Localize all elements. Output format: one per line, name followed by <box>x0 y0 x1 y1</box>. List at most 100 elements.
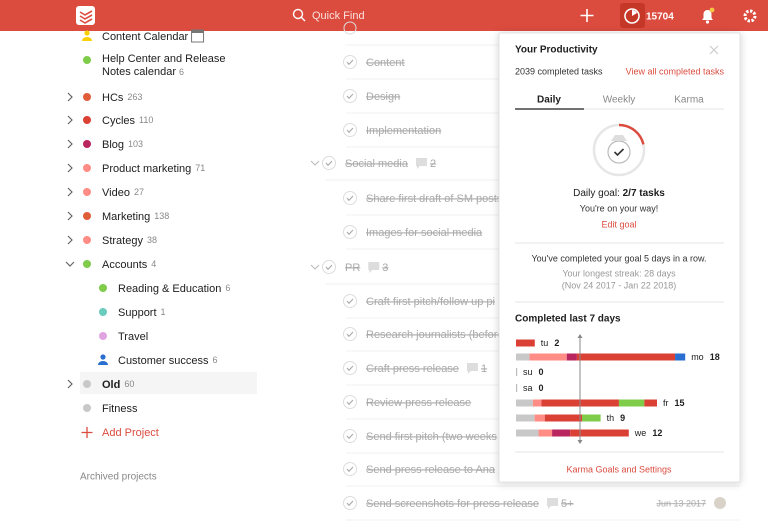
task-text[interactable]: Implementation <box>366 125 441 137</box>
project-name[interactable]: Strategy <box>102 235 143 247</box>
settings[interactable] <box>743 9 757 23</box>
task-text[interactable]: Craft first pitch/follow up pi <box>366 296 495 308</box>
task-text[interactable]: Social media <box>345 158 409 170</box>
task-check[interactable] <box>343 462 357 476</box>
project-item[interactable]: Reading & Education 6 <box>118 283 230 295</box>
task-check[interactable] <box>343 225 357 239</box>
project-item[interactable]: Content Calendar41 <box>102 31 202 43</box>
day-label: tu <box>541 338 549 348</box>
task-text[interactable]: Send press release to Ana <box>366 464 496 476</box>
bar-segment <box>516 399 533 407</box>
project-count: 4 <box>151 259 156 269</box>
project-name[interactable]: Reading & Education <box>118 283 221 295</box>
collapse-chevron[interactable] <box>310 160 320 166</box>
expand-chevron[interactable] <box>67 115 73 125</box>
expand-chevron[interactable] <box>67 139 73 149</box>
edit-goal[interactable]: Edit goal <box>601 219 636 229</box>
task-check[interactable] <box>343 55 357 69</box>
project-name[interactable]: Support <box>118 307 157 319</box>
project-name[interactable]: Product marketing <box>102 163 191 175</box>
karma-icon[interactable] <box>624 8 640 24</box>
task-text[interactable]: Review press release <box>366 397 471 409</box>
expand-chevron[interactable] <box>67 187 73 197</box>
project-item[interactable]: Travel <box>118 331 148 343</box>
encouragement: You're on your way! <box>580 203 658 213</box>
task-text[interactable]: Research journalists (before <box>366 329 504 341</box>
bar-segment <box>516 414 535 422</box>
expand-chevron[interactable] <box>67 211 73 221</box>
karma-settings-link[interactable]: Karma Goals and Settings <box>566 464 672 474</box>
expand-chevron[interactable] <box>67 379 73 389</box>
task-text[interactable]: Share first draft of SM posts <box>366 193 503 205</box>
task-check[interactable] <box>343 496 357 510</box>
task-check[interactable] <box>322 260 336 274</box>
tab[interactable]: Daily <box>537 95 561 106</box>
project-name[interactable]: HCs <box>102 92 124 104</box>
task-check[interactable] <box>343 395 357 409</box>
bar-label: th 9 <box>607 413 626 423</box>
collapse-chevron[interactable] <box>65 261 75 267</box>
project-name[interactable]: Fitness <box>102 403 138 415</box>
project-item[interactable]: Customer success 6 <box>118 355 218 367</box>
task-text[interactable]: PR <box>345 262 360 274</box>
project-item[interactable]: Video 27 <box>102 187 144 199</box>
add-project-icon[interactable] <box>81 427 93 438</box>
task-text[interactable]: Send first pitch (two weeks <box>366 431 497 443</box>
project-color <box>83 140 91 148</box>
project-name[interactable]: Help Center and Release Notes calendar 6 <box>102 53 234 79</box>
project-name[interactable]: Accounts <box>102 259 148 271</box>
expand-chevron[interactable] <box>67 163 73 173</box>
tab[interactable]: Karma <box>674 95 704 106</box>
project-name[interactable]: Old <box>102 379 120 391</box>
project-item[interactable]: Support 1 <box>118 307 166 319</box>
karma-count[interactable]: 15704 <box>646 12 674 23</box>
project-count: 71 <box>195 163 205 173</box>
project-item[interactable]: Cycles 110 <box>102 115 153 127</box>
close-button[interactable] <box>709 45 719 55</box>
project-item[interactable]: Fitness <box>102 403 138 415</box>
expand-chevron[interactable] <box>67 235 73 245</box>
search-placeholder[interactable]: Quick Find <box>312 10 365 22</box>
person-body <box>98 361 108 365</box>
project-item[interactable]: Strategy 38 <box>102 235 157 247</box>
archived-projects[interactable]: Archived projects <box>80 472 157 483</box>
project-name-text[interactable]: Help Center and Release Notes calendar <box>102 53 226 78</box>
add-project[interactable]: Add Project <box>102 427 159 439</box>
task-check[interactable] <box>343 191 357 205</box>
notifications[interactable] <box>702 7 715 24</box>
search[interactable]: Quick Find <box>292 8 365 22</box>
expand-chevron[interactable] <box>67 92 73 102</box>
project-name[interactable]: Blog <box>102 139 124 151</box>
project-name[interactable]: Cycles <box>102 115 136 127</box>
task-check[interactable] <box>343 361 357 375</box>
task-check[interactable] <box>343 429 357 443</box>
view-all-link[interactable]: View all completed tasks <box>626 66 725 76</box>
project-name[interactable]: Customer success <box>118 355 209 367</box>
task-text[interactable]: Content <box>366 57 405 69</box>
add-task-button[interactable] <box>580 9 594 22</box>
project-name[interactable]: Video <box>102 187 130 199</box>
bar <box>516 399 657 407</box>
project-name[interactable]: Travel <box>118 331 148 343</box>
task-text[interactable]: Design <box>366 91 400 103</box>
collapse-chevron[interactable] <box>310 264 320 270</box>
logo[interactable] <box>76 6 95 25</box>
goal-line <box>577 334 583 444</box>
project-item[interactable]: Accounts 4 <box>102 259 156 271</box>
project-name[interactable]: Content Calendar <box>102 31 189 43</box>
project-item[interactable]: Old 60 <box>102 379 134 391</box>
task-text[interactable]: Craft press release <box>366 363 459 375</box>
project-item[interactable]: HCs 263 <box>102 92 142 104</box>
task-check[interactable] <box>343 327 357 341</box>
task-text[interactable]: Send screenshots for press release <box>366 498 539 510</box>
tab[interactable]: Weekly <box>603 95 636 106</box>
project-name[interactable]: Marketing <box>102 211 150 223</box>
project-item[interactable]: Marketing 138 <box>102 211 169 223</box>
task-text[interactable]: Images for social media <box>366 227 483 239</box>
task-check[interactable] <box>343 123 357 137</box>
project-item[interactable]: Product marketing 71 <box>102 163 205 175</box>
task-check[interactable] <box>343 89 357 103</box>
project-item[interactable]: Blog 103 <box>102 139 143 151</box>
task-check[interactable] <box>343 294 357 308</box>
task-check[interactable] <box>322 156 336 170</box>
